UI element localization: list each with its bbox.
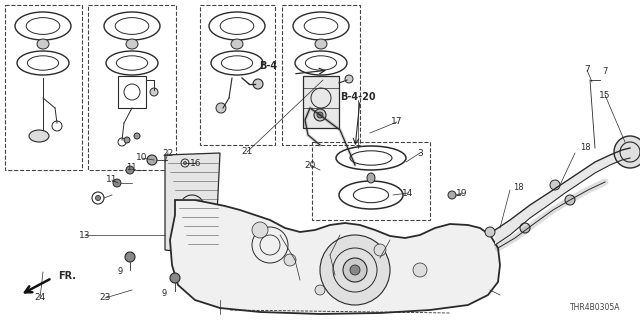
- Text: 23: 23: [99, 293, 111, 302]
- Bar: [282, 5, 360, 145]
- Circle shape: [252, 222, 268, 238]
- Circle shape: [314, 109, 326, 121]
- Ellipse shape: [126, 39, 138, 49]
- Circle shape: [125, 252, 135, 262]
- Circle shape: [170, 273, 180, 283]
- Text: 10: 10: [136, 154, 148, 163]
- Text: B-4-20: B-4-20: [340, 92, 376, 102]
- Text: 18: 18: [580, 143, 591, 153]
- Polygon shape: [495, 148, 630, 245]
- Text: FR.: FR.: [58, 271, 76, 281]
- Ellipse shape: [29, 130, 49, 142]
- Circle shape: [320, 235, 390, 305]
- Circle shape: [550, 180, 560, 190]
- Circle shape: [565, 195, 575, 205]
- Text: THR4B0305A: THR4B0305A: [570, 303, 620, 312]
- Text: 18: 18: [513, 182, 524, 191]
- Circle shape: [124, 137, 130, 143]
- Ellipse shape: [315, 39, 327, 49]
- Circle shape: [173, 225, 183, 235]
- Circle shape: [343, 258, 367, 282]
- Text: 20: 20: [304, 161, 316, 170]
- Text: 9: 9: [117, 268, 123, 276]
- Bar: [5, 5, 82, 170]
- Ellipse shape: [37, 39, 49, 49]
- Circle shape: [350, 265, 360, 275]
- Text: 9: 9: [161, 289, 166, 298]
- Circle shape: [413, 263, 427, 277]
- Text: 16: 16: [190, 158, 202, 167]
- Circle shape: [485, 227, 495, 237]
- Text: 7: 7: [584, 66, 590, 75]
- Text: 11: 11: [106, 175, 118, 185]
- Ellipse shape: [231, 39, 243, 49]
- Circle shape: [374, 244, 386, 256]
- Polygon shape: [165, 153, 220, 255]
- Text: 11: 11: [125, 164, 136, 172]
- Circle shape: [520, 223, 530, 233]
- Circle shape: [113, 179, 121, 187]
- Circle shape: [126, 166, 134, 174]
- Circle shape: [184, 162, 186, 164]
- Text: 22: 22: [163, 148, 173, 157]
- Circle shape: [345, 75, 353, 83]
- Circle shape: [317, 112, 323, 118]
- Text: 19: 19: [456, 189, 468, 198]
- Bar: [88, 5, 176, 170]
- Circle shape: [253, 79, 263, 89]
- Text: 13: 13: [79, 230, 91, 239]
- Text: 17: 17: [391, 117, 403, 126]
- Circle shape: [216, 103, 226, 113]
- Text: 21: 21: [241, 148, 253, 156]
- Circle shape: [134, 133, 140, 139]
- Ellipse shape: [367, 173, 375, 183]
- Text: 24: 24: [35, 293, 45, 302]
- Polygon shape: [170, 200, 500, 314]
- Text: 7: 7: [602, 68, 608, 76]
- Bar: [312, 142, 430, 220]
- Text: 14: 14: [403, 188, 413, 197]
- Text: B-4: B-4: [259, 61, 277, 71]
- Circle shape: [95, 196, 100, 201]
- Text: 15: 15: [599, 91, 611, 100]
- Circle shape: [315, 285, 325, 295]
- Bar: [118, 76, 146, 108]
- Circle shape: [448, 191, 456, 199]
- Circle shape: [150, 88, 158, 96]
- Circle shape: [284, 254, 296, 266]
- Circle shape: [147, 155, 157, 165]
- Text: 3: 3: [417, 148, 423, 157]
- Circle shape: [614, 136, 640, 168]
- Bar: [200, 5, 275, 145]
- Bar: [303, 76, 339, 128]
